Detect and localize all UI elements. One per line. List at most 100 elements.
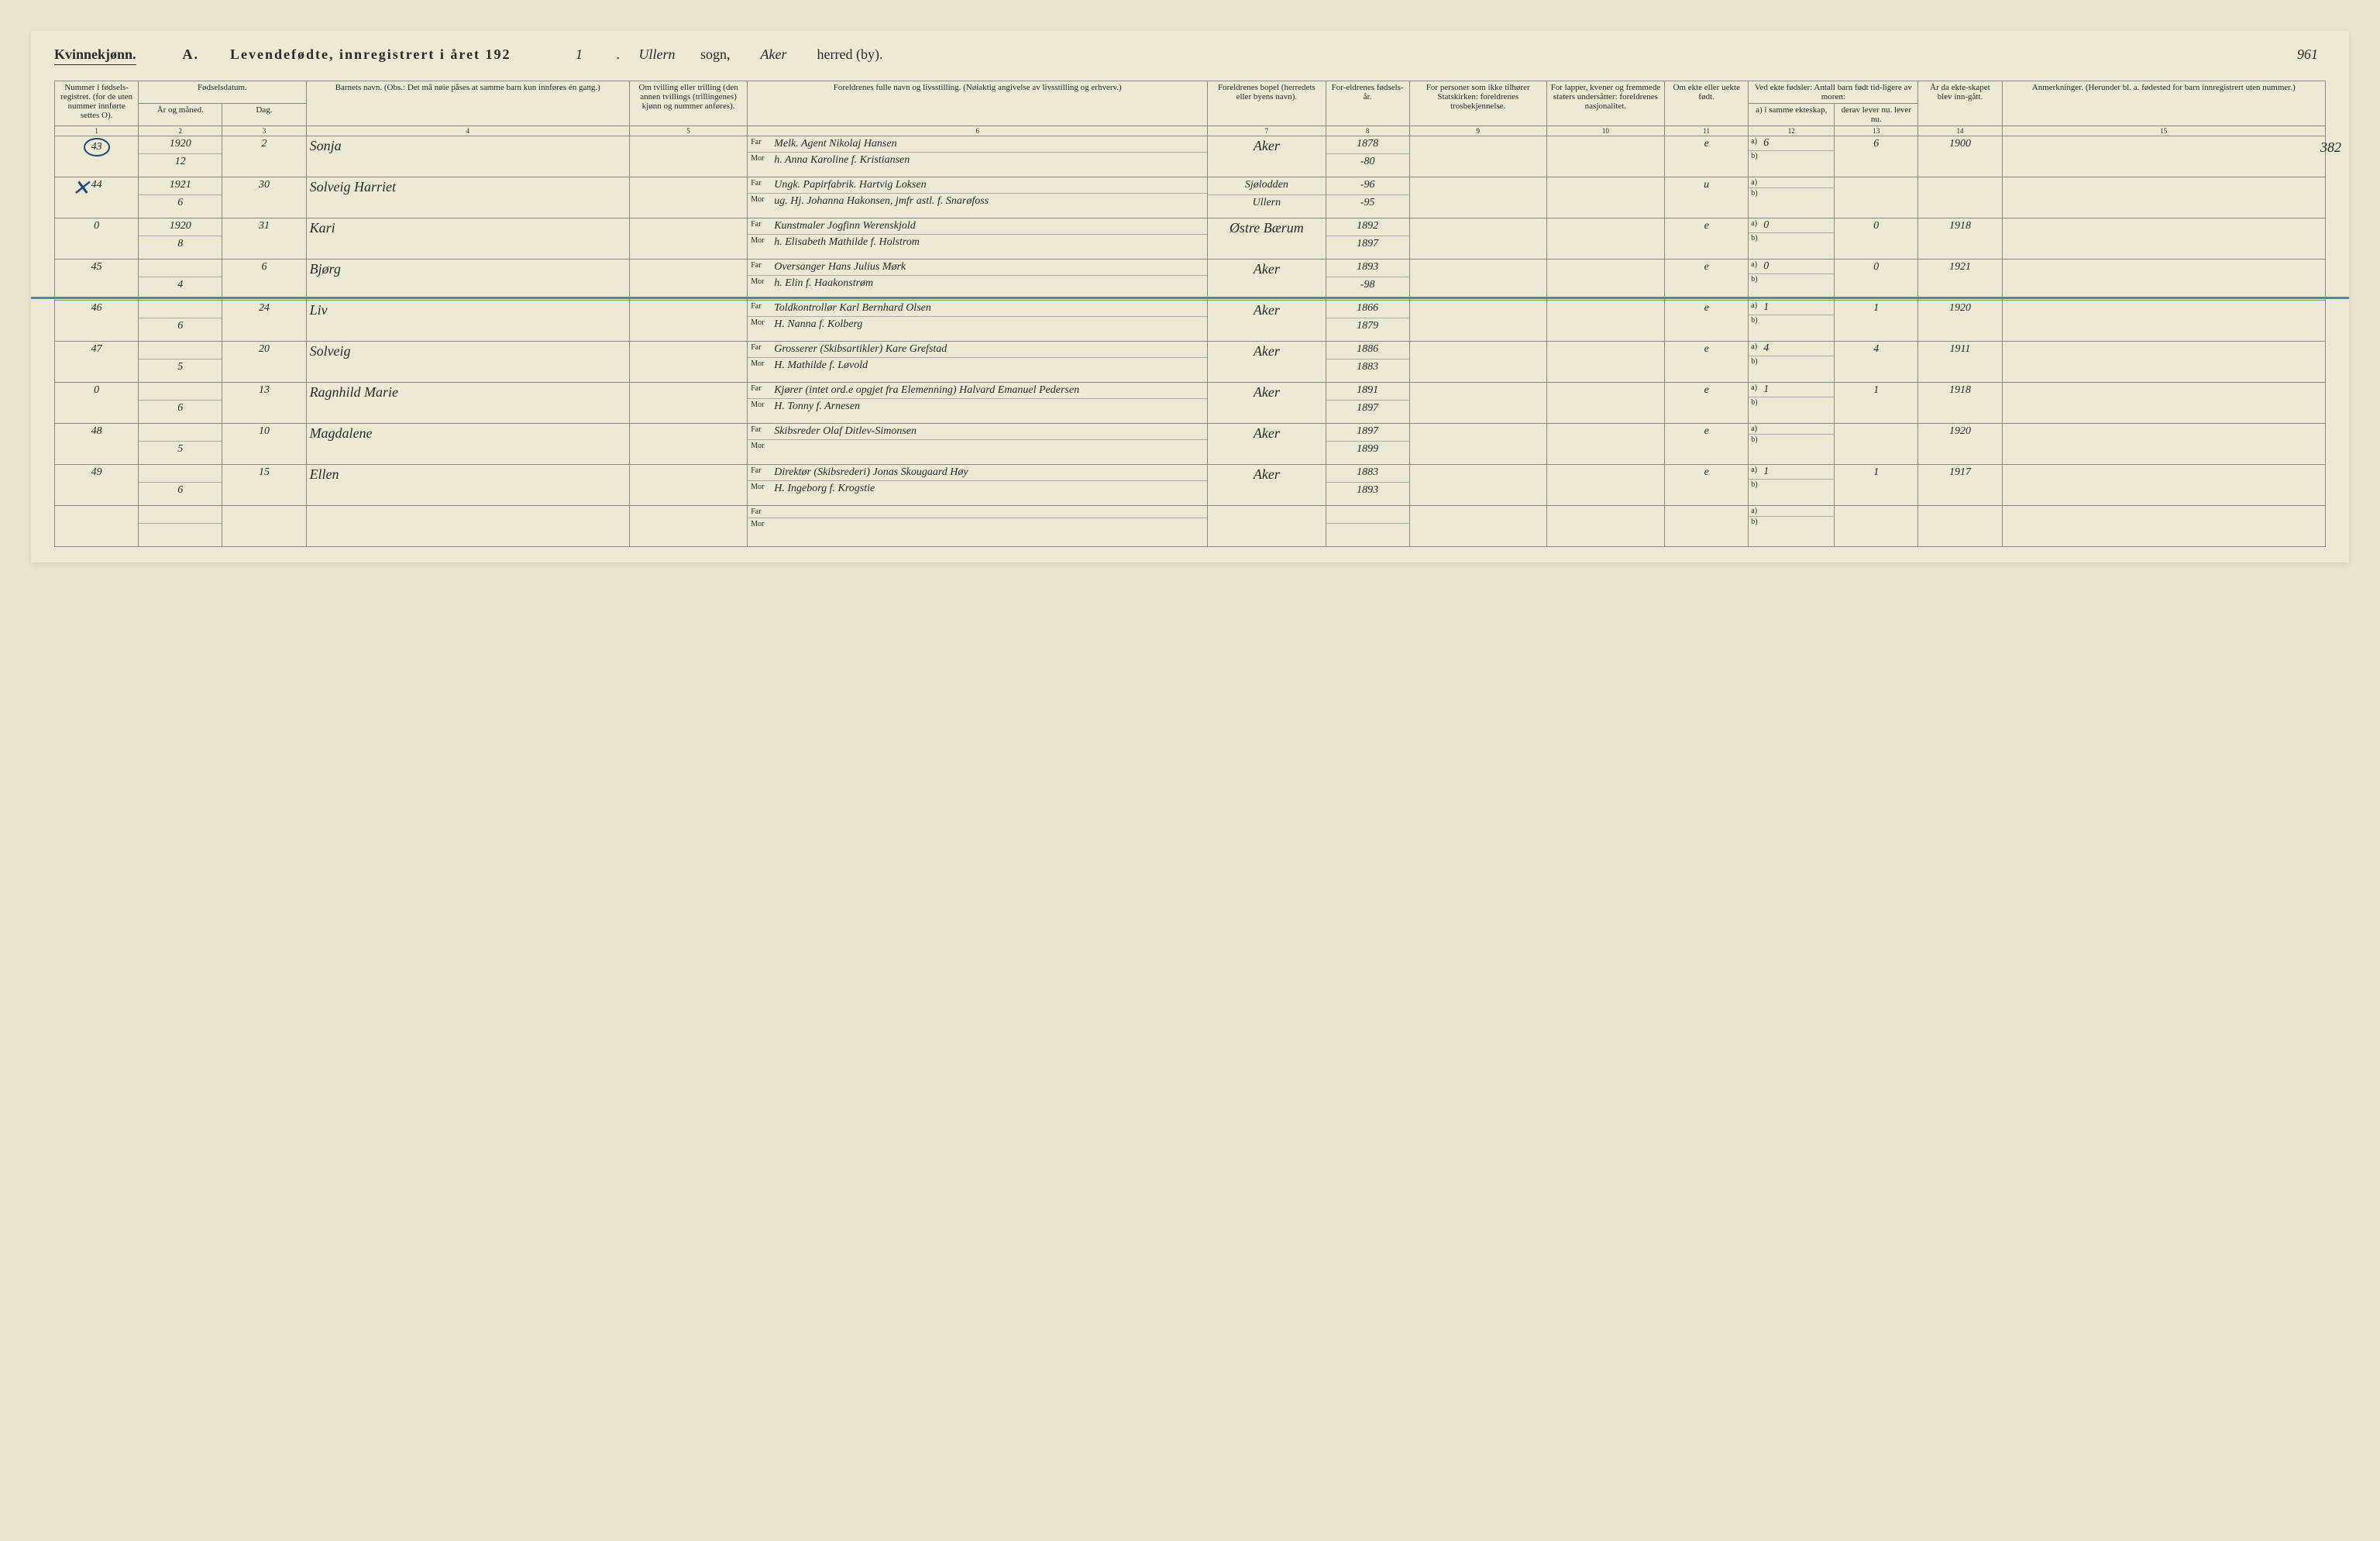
cell-nationality [1546,506,1664,547]
col-header-date: Fødselsdatum. [139,81,306,104]
cell-parents: FarOversanger Hans Julius Mørk Morh. Eli… [748,260,1208,301]
cell-ekte: e [1665,301,1749,342]
far-value: Ungk. Papirfabrik. Hartvig Loksen [774,179,1204,191]
cell-religion [1409,424,1546,465]
month: 5 [139,359,222,377]
mor-year: 1883 [1326,359,1409,377]
col-header-remarks: Anmerkninger. (Herunder bl. a. fødested … [2002,81,2325,126]
entry-number: 47 [91,343,102,355]
far-year: 1897 [1326,424,1409,442]
cell-nationality [1546,342,1664,383]
cell-yearmon: 4 [139,260,222,301]
cell-lever: 0 [1835,260,1918,301]
a-value: 0 [1763,260,1831,273]
cell-day: 13 [222,383,306,424]
cell-marriageyear: 1917 [1918,465,2002,506]
cell-parentyears: 1892 1897 [1326,218,1409,260]
year-top [139,424,222,442]
cell-bopel: Aker [1208,424,1326,465]
cell-bopel: Aker [1208,260,1326,301]
cell-twin [629,177,747,218]
cell-marriageyear [1918,177,2002,218]
b-label: b) [1751,275,1763,284]
cell-twin [629,301,747,342]
cell-religion [1409,465,1546,506]
entry-number: 48 [91,425,102,437]
cell-parentyears: 1866 1879 [1326,301,1409,342]
month: 8 [139,236,222,253]
cell-yearmon: 5 [139,342,222,383]
cell-childname: Solveig [306,342,629,383]
cell-twin [629,260,747,301]
cell-marriageyear: 1900 [1918,136,2002,177]
b-label: b) [1751,398,1763,407]
month: 6 [139,195,222,212]
a-value: 4 [1763,342,1831,355]
cell-day: 2 [222,136,306,177]
title-prefix: A. [183,46,200,63]
a-value: 1 [1763,466,1831,478]
cell-bopel: Aker [1208,465,1326,506]
cell-lever: 1 [1835,383,1918,424]
table-row: 49 6 15 Ellen FarDirektør (Skibsrederi) … [55,465,2326,506]
cell-remarks [2002,424,2325,465]
cell-religion [1409,136,1546,177]
mor-label: Mor [751,442,774,450]
mor-label: Mor [751,277,774,290]
far-label: Far [751,384,774,397]
cell-yearmon: 6 [139,383,222,424]
sogn-label: sogn, [700,46,731,63]
cell-marriageyear [1918,506,2002,547]
a-label: a) [1751,507,1763,515]
b-value [1763,398,1831,407]
b-value [1763,480,1831,489]
table-body: 43 1920 12 2 Sonja FarMelk. Agent Nikola… [55,136,2326,547]
cell-prior-ab: a)1 b) [1749,301,1835,342]
mor-label: Mor [751,483,774,495]
cell-lever: 4 [1835,342,1918,383]
cell-twin [629,383,747,424]
bopel: Østre Bærum [1230,220,1304,236]
birth-register-table: Nummer i fødsels-registret. (for de uten… [54,81,2326,547]
cell-num: 46 [55,301,139,342]
mor-year: 1897 [1326,401,1409,418]
cell-day: 31 [222,218,306,260]
b-value [1763,316,1831,325]
mor-year: 1879 [1326,318,1409,335]
table-row: 44 1921 6 30 Solveig Harriet FarUngk. Pa… [55,177,2326,218]
cell-ekte: e [1665,136,1749,177]
year-top [139,465,222,483]
col-header-name: Barnets navn. (Obs.: Det må nøie påses a… [306,81,629,126]
cell-prior-ab: a) b) [1749,506,1835,547]
col-header-marriageyear: År da ekte-skapet blev inn-gått. [1918,81,2002,126]
cell-yearmon: 6 [139,301,222,342]
cell-marriageyear: 1918 [1918,218,2002,260]
far-value: Skibsreder Olaf Ditlev-Simonsen [774,425,1204,438]
cell-day: 20 [222,342,306,383]
herred-value: Aker [743,46,805,63]
far-value [774,507,1204,516]
cell-prior-ab: a) b) [1749,424,1835,465]
col-header-day: Dag. [222,104,306,126]
bopel: Aker [1254,466,1280,482]
cell-twin [629,424,747,465]
cell-twin [629,136,747,177]
month: 5 [139,442,222,459]
cell-twin [629,465,747,506]
cell-nationality [1546,136,1664,177]
cell-parents: FarDirektør (Skibsrederi) Jonas Skougaar… [748,465,1208,506]
far-year: 1878 [1326,136,1409,154]
cell-prior-ab: a) b) [1749,177,1835,218]
mor-label: Mor [751,520,774,528]
cell-remarks [2002,260,2325,301]
cell-parents: FarUngk. Papirfabrik. Hartvig Loksen Mor… [748,177,1208,218]
month: 6 [139,483,222,500]
cell-parents: FarToldkontrollør Karl Bernhard Olsen Mo… [748,301,1208,342]
a-label: a) [1751,137,1763,150]
mor-value: H. Ingeborg f. Krogstie [774,483,1204,495]
year-top [139,342,222,359]
cell-parentyears: 1897 1899 [1326,424,1409,465]
month: 6 [139,401,222,418]
col-header-nationality: For lapper, kvener og fremmede staters u… [1546,81,1664,126]
cell-parentyears: 1878 -80 [1326,136,1409,177]
